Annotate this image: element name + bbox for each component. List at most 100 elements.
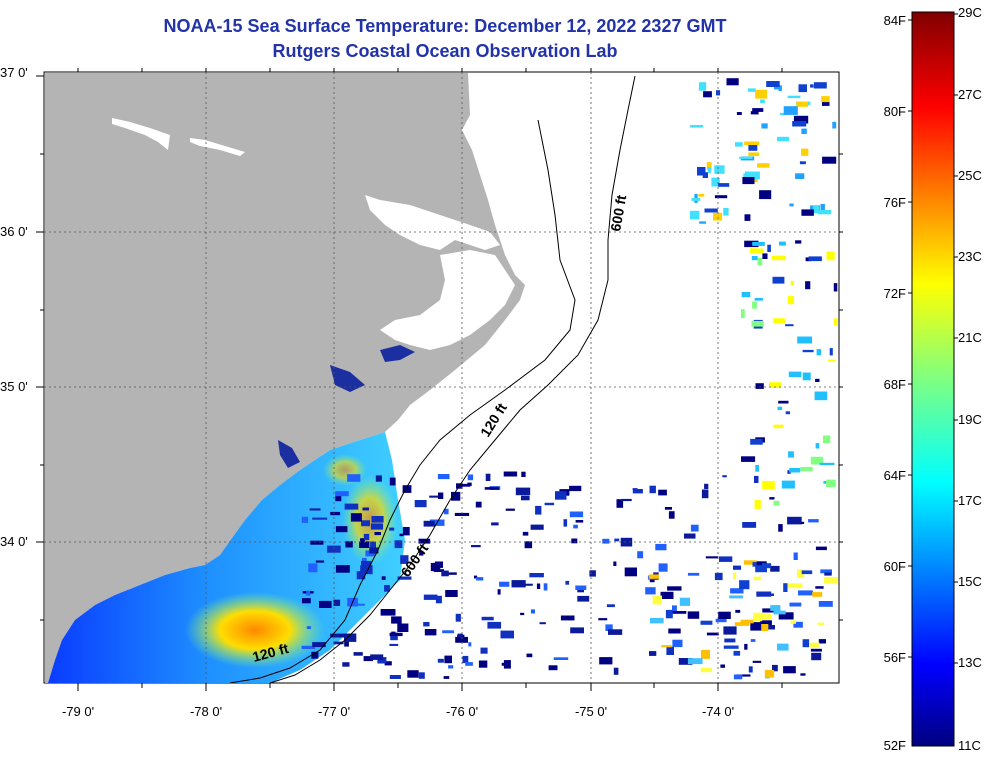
sst-pixel-patch [497,589,501,595]
sst-pixel-patch [779,112,786,115]
sst-pixel-patch [801,570,813,575]
sst-pixel-patch [801,148,809,156]
sst-pixel-patch [723,626,737,635]
sst-pixel-patch [714,165,725,174]
sst-pixel-patch [315,560,325,563]
sst-pixel-patch [363,533,370,541]
sst-pixel-patch [777,406,783,411]
sst-pixel-patch [468,642,472,647]
sst-pixel-patch [760,99,765,103]
sst-pixel-patch [718,611,731,619]
river [190,138,245,156]
sst-pixel-patch [394,540,403,549]
sst-pixel-patch [310,540,324,545]
sst-pixel-patch [306,590,311,596]
sst-pixel-patch [445,590,458,597]
sst-pixel-patch [672,605,677,613]
graticule [44,72,839,683]
sst-pixel-patch [801,128,807,134]
sst-pixel-patch [624,567,637,577]
sst-pixel-patch [465,662,473,666]
sst-pixel-patch [667,586,682,591]
sst-pixel-patch [530,524,544,530]
sst-pixel-patch [769,497,775,500]
sst-pixel-patch [802,639,810,648]
sst-pixel-patch [520,612,525,616]
sst-pixel-patch [720,664,725,668]
sst-pixel-patch [360,538,365,543]
colorbar-label-f: 80F [884,104,906,119]
sst-pixel-patch [311,651,319,659]
sst-pixel-patch [714,195,728,199]
colorbar [911,11,955,747]
sst-pixel-patch [370,523,384,530]
sst-pixel-patch [312,517,328,520]
sst-pixel-patch [484,487,499,490]
sst-pixel-patch [805,257,812,262]
sst-pixel-patch [485,473,491,481]
sst-pixel-patch [613,561,617,566]
sst-pixel-patch [602,538,610,544]
sst-pixel-patch [302,598,311,604]
sst-pixel-patch [700,620,713,625]
sst-pixel-patch [730,588,744,594]
sst-pixel-patch [822,102,830,106]
sst-pixel-patch [700,649,710,659]
sst-pixel-patch [788,451,794,458]
sst-pixel-patch [664,507,672,510]
sst-pixel-patch [687,658,703,665]
sst-pixel-patch [779,241,786,246]
sst-pixel-patch [577,588,584,593]
sst-pixel-patch [748,666,753,673]
sst-pixel-patch [423,520,435,527]
sst-pixel-patch [736,112,742,115]
sst-pixel-patch [793,552,798,560]
sst-pixel-patch [437,658,444,663]
sst-pixel-patch [741,456,756,462]
sst-warm-patch [185,592,325,668]
sst-pixel-patch [744,240,759,248]
inland-water [330,365,365,392]
sst-pixel-patch [834,318,838,326]
sst-pixel-patch [752,561,767,567]
sst-pixel-patch [402,485,412,493]
sst-pixel-patch [397,576,412,580]
sst-pixel-patch [773,610,786,615]
sst-pixel-patch [571,538,578,544]
sst-pixel-patch [735,609,741,613]
sst-pixel-patch [424,629,437,636]
sst-pixel-patch [800,673,806,676]
sst-pixel-patch [705,556,719,559]
sst-pixel-patch [733,674,743,680]
pamlico-sound [380,250,515,350]
sst-pixel-patch [521,471,526,477]
sst-pixel-patch [687,572,700,576]
sst-pixel-patch [809,642,820,648]
sst-pixel-patch [762,480,775,490]
sst-pixel-patch [787,583,803,589]
lon-label: -76 0' [446,704,478,719]
colorbar-label-f: 64F [884,468,906,483]
sst-pixel-patch [423,594,438,600]
sst-pixel-patch [740,619,754,624]
sst-pixel-patch [766,81,780,87]
sst-pixel-patch [480,647,488,654]
sst-pixel-patch [793,621,803,628]
sst-pixel-patch [767,244,771,252]
sst-pixel-patch [390,632,398,641]
lon-label: -78 0' [190,704,222,719]
sst-pixel-patch [521,495,530,501]
sst-pixel-patch [735,142,743,147]
sst-pixel-patch [772,276,785,284]
sst-pixel-patch [719,556,733,562]
sst-pixel-patch [748,152,760,157]
sst-pixel-patch [359,541,370,548]
sst-pixel-patch [457,483,471,487]
sst-pixel-patch [462,655,469,664]
sst-pixel-patch [800,521,805,524]
sst-pixel-patch [754,475,759,483]
sst-pixel-patch [344,633,357,642]
sst-pixel-patch [715,618,727,623]
contour-120ft-line [229,119,576,684]
sst-pixel-patch [309,508,321,511]
